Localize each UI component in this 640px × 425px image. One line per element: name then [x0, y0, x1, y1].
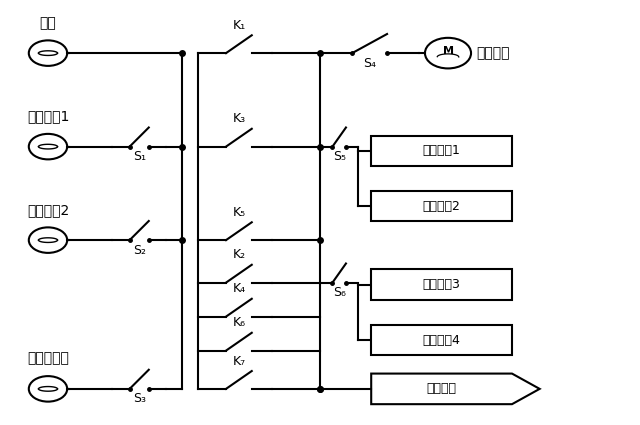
Text: 交流备用2: 交流备用2 [422, 200, 461, 212]
Text: S₆: S₆ [333, 286, 346, 299]
Text: 柴油发电机: 柴油发电机 [27, 351, 69, 366]
Text: K₇: K₇ [232, 354, 246, 368]
Text: K₁: K₁ [232, 19, 246, 32]
Text: K₅: K₅ [232, 206, 246, 219]
Text: 交流备用1: 交流备用1 [422, 144, 461, 157]
Bar [371, 325, 512, 355]
Text: S₅: S₅ [333, 150, 346, 163]
Bar [371, 191, 512, 221]
Text: 空调输出: 空调输出 [476, 46, 509, 60]
Text: M: M [442, 46, 454, 56]
Text: S₄: S₄ [363, 57, 376, 70]
Bar [371, 269, 512, 300]
Text: S₁: S₁ [132, 150, 146, 163]
Text: K₂: K₂ [232, 248, 246, 261]
Bar [371, 136, 512, 166]
Text: S₃: S₃ [132, 392, 146, 405]
Text: S₂: S₂ [132, 244, 146, 257]
Text: 市电: 市电 [40, 16, 56, 30]
Text: K₆: K₆ [232, 316, 245, 329]
Text: 交流备用3: 交流备用3 [422, 278, 461, 291]
Text: K₃: K₃ [232, 112, 246, 125]
Text: 自发电机1: 自发电机1 [27, 109, 69, 123]
Text: 自发电机2: 自发电机2 [27, 203, 69, 217]
Text: K₄: K₄ [232, 282, 246, 295]
Text: 交流备用4: 交流备用4 [422, 334, 461, 346]
Text: 交流输出: 交流输出 [427, 382, 456, 395]
